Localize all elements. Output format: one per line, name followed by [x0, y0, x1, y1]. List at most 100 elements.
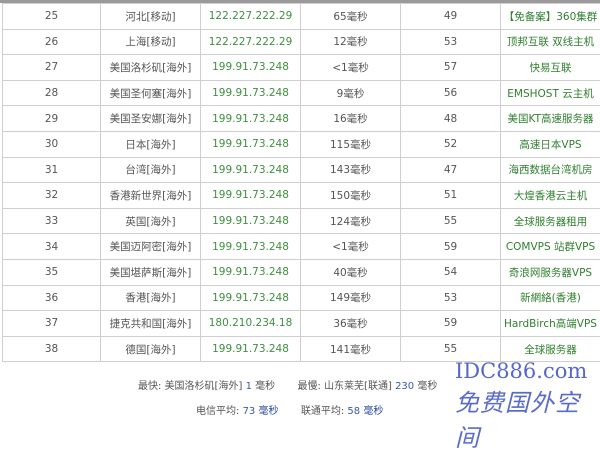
- row-number: 29: [3, 106, 101, 132]
- ttl-cell: 55: [401, 336, 501, 362]
- response-time-cell: <1毫秒: [301, 234, 401, 260]
- location-cell: 捷克共和国[海外]: [101, 311, 201, 337]
- host-link[interactable]: 顶邦互联 双线主机: [501, 29, 600, 55]
- host-link[interactable]: 美国KT高速服务器: [501, 106, 600, 132]
- location-cell: 英国[海外]: [101, 208, 201, 234]
- ip-cell: 199.91.73.248: [201, 208, 301, 234]
- response-time-cell: 141毫秒: [301, 336, 401, 362]
- location-cell: 德国[海外]: [101, 336, 201, 362]
- response-time-cell: 40毫秒: [301, 259, 401, 285]
- ip-cell: 122.227.222.29: [201, 4, 301, 30]
- location-cell: 美国堪萨斯[海外]: [101, 259, 201, 285]
- telecom-average-value: 73: [243, 406, 256, 417]
- watermark-logo: IDC886.com: [455, 359, 587, 383]
- ip-cell: 199.91.73.248: [201, 55, 301, 81]
- host-link[interactable]: 高速日本VPS: [501, 131, 600, 157]
- response-time-cell: 9毫秒: [301, 80, 401, 106]
- fastest-location: 美国洛杉矶[海外]: [165, 381, 243, 392]
- host-link[interactable]: 【免备案】360集群: [501, 4, 600, 30]
- telecom-average-unit: 毫秒: [258, 406, 278, 417]
- row-number: 34: [3, 234, 101, 260]
- slowest-value: 230: [395, 381, 414, 392]
- response-time-cell: 149毫秒: [301, 285, 401, 311]
- ttl-cell: 53: [401, 29, 501, 55]
- host-link[interactable]: 全球服务器: [501, 336, 600, 362]
- row-number: 27: [3, 55, 101, 81]
- ip-cell: 199.91.73.248: [201, 285, 301, 311]
- host-link[interactable]: 快易互联: [501, 55, 600, 81]
- response-time-cell: 65毫秒: [301, 4, 401, 30]
- ip-cell: 199.91.73.248: [201, 131, 301, 157]
- row-number: 37: [3, 311, 101, 337]
- ip-cell: 199.91.73.248: [201, 259, 301, 285]
- row-number: 31: [3, 157, 101, 183]
- ip-cell: 199.91.73.248: [201, 106, 301, 132]
- row-number: 32: [3, 183, 101, 209]
- ttl-cell: 51: [401, 183, 501, 209]
- slowest-location: 山东莱芜[联通]: [324, 381, 392, 392]
- row-number: 35: [3, 259, 101, 285]
- watermark-slogan: 免费国外空间: [455, 383, 600, 453]
- response-time-cell: 12毫秒: [301, 29, 401, 55]
- response-time-cell: 124毫秒: [301, 208, 401, 234]
- fastest-value: 1: [246, 381, 252, 392]
- ip-cell: 199.91.73.248: [201, 157, 301, 183]
- ttl-cell: 49: [401, 4, 501, 30]
- response-time-cell: 36毫秒: [301, 311, 401, 337]
- fastest-unit: 毫秒: [255, 381, 275, 392]
- row-number: 36: [3, 285, 101, 311]
- ttl-cell: 57: [401, 55, 501, 81]
- host-link[interactable]: HardBirch高端VPS: [501, 311, 600, 337]
- host-link[interactable]: COMVPS 站群VPS: [501, 234, 600, 260]
- host-link[interactable]: 奇浪网服务器VPS: [501, 259, 600, 285]
- ttl-cell: 53: [401, 285, 501, 311]
- location-cell: 美国圣何塞[海外]: [101, 80, 201, 106]
- row-number: 26: [3, 29, 101, 55]
- location-cell: 美国洛杉矶[海外]: [101, 55, 201, 81]
- ttl-cell: 56: [401, 80, 501, 106]
- response-time-cell: 150毫秒: [301, 183, 401, 209]
- location-cell: 美国圣安娜[海外]: [101, 106, 201, 132]
- response-time-cell: 143毫秒: [301, 157, 401, 183]
- host-link[interactable]: 新網絡(香港): [501, 285, 600, 311]
- ip-cell: 199.91.73.248: [201, 183, 301, 209]
- location-cell: 美国迈阿密[海外]: [101, 234, 201, 260]
- unicom-average-label: 联通平均:: [301, 406, 344, 417]
- response-time-cell: 115毫秒: [301, 131, 401, 157]
- unicom-average-value: 58: [347, 406, 360, 417]
- ttl-cell: 55: [401, 208, 501, 234]
- row-number: 28: [3, 80, 101, 106]
- slowest-label: 最慢:: [298, 381, 321, 392]
- ttl-cell: 59: [401, 311, 501, 337]
- fastest-label: 最快:: [138, 381, 161, 392]
- ttl-cell: 52: [401, 131, 501, 157]
- ip-cell: 122.227.222.29: [201, 29, 301, 55]
- ttl-cell: 59: [401, 234, 501, 260]
- slowest-unit: 毫秒: [417, 381, 437, 392]
- ip-cell: 180.210.234.18: [201, 311, 301, 337]
- host-link[interactable]: 全球服务器租用: [501, 208, 600, 234]
- host-link[interactable]: 大煌香港云主机: [501, 183, 600, 209]
- ttl-cell: 54: [401, 259, 501, 285]
- row-number: 38: [3, 336, 101, 362]
- response-time-cell: <1毫秒: [301, 55, 401, 81]
- location-cell: 香港[海外]: [101, 285, 201, 311]
- host-link[interactable]: 海西数据台湾机房: [501, 157, 600, 183]
- row-number: 30: [3, 131, 101, 157]
- host-link[interactable]: EMSHOST 云主机: [501, 80, 600, 106]
- ttl-cell: 48: [401, 106, 501, 132]
- location-cell: 台湾[海外]: [101, 157, 201, 183]
